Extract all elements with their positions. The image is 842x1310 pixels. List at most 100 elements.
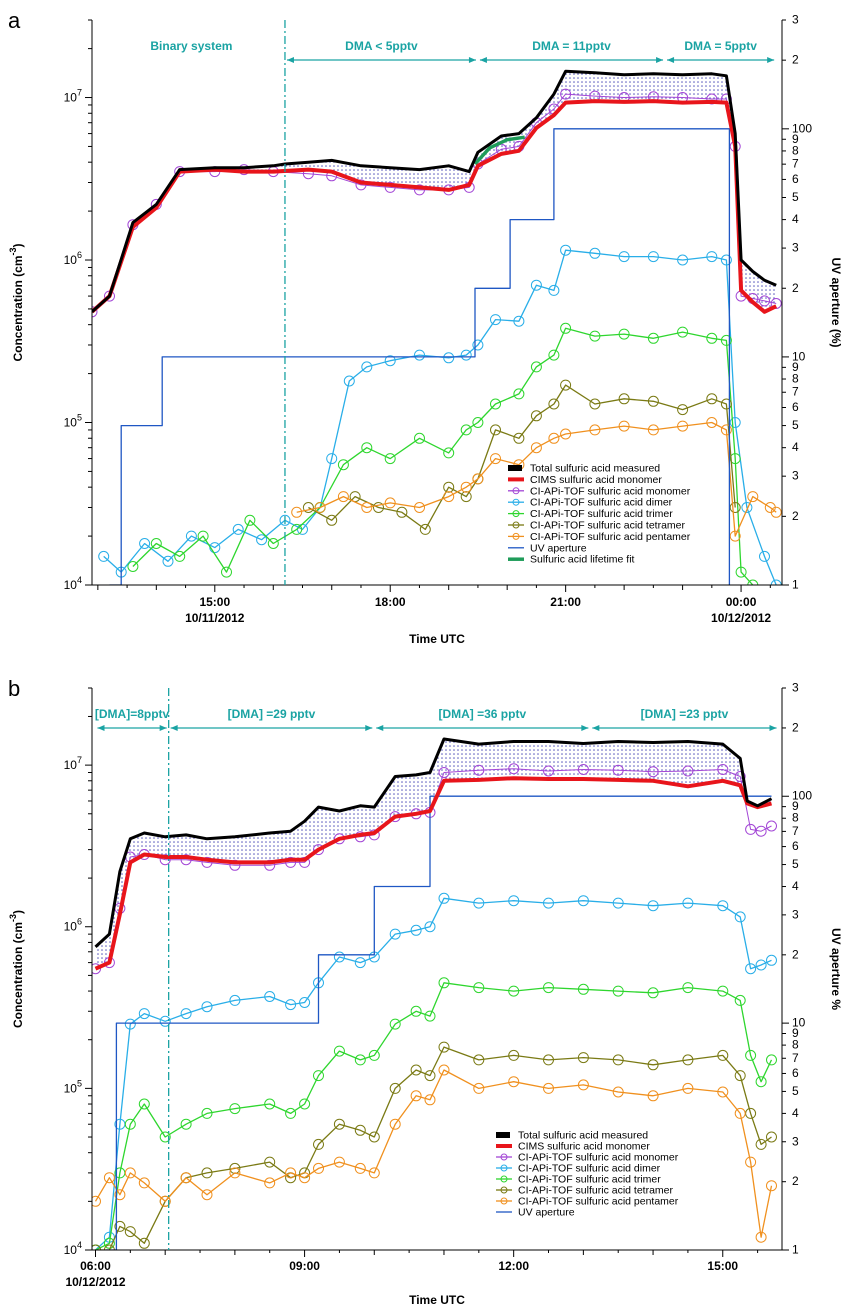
- data-point: [438, 977, 450, 989]
- data-point: [755, 1076, 767, 1088]
- data-point: [180, 1118, 192, 1130]
- data-point: [221, 566, 232, 578]
- data-point: [682, 765, 694, 777]
- legend-label: CIMS sulfuric acid monomer: [530, 474, 662, 486]
- data-point: [755, 825, 767, 837]
- data-point: [138, 1008, 150, 1020]
- legend-label: CI-APi-TOF sulfuric acid tetramer: [530, 520, 686, 532]
- data-point: [180, 854, 192, 866]
- x-tick-label: 00:00: [726, 595, 757, 609]
- data-point: [460, 481, 472, 493]
- data-point: [201, 1107, 213, 1119]
- data-point: [410, 1005, 422, 1017]
- series-6: [291, 417, 782, 542]
- y2-tick-label: 3: [792, 241, 799, 255]
- legend-label: Total sulfuric acid measured: [530, 463, 660, 475]
- data-point: [384, 453, 396, 465]
- arrow-head-right: [656, 57, 664, 63]
- y2-tick-label: 9: [792, 132, 799, 146]
- data-point: [313, 1162, 324, 1174]
- data-point: [717, 1049, 729, 1061]
- data-point: [180, 1008, 192, 1020]
- y2-tick-label: 1: [792, 578, 799, 592]
- data-point: [706, 251, 718, 263]
- series-6: [92, 1064, 777, 1243]
- data-point: [747, 579, 759, 585]
- data-point: [729, 530, 741, 542]
- y2-tick-label: 9: [792, 360, 799, 374]
- data-point: [368, 1131, 380, 1143]
- data-point: [706, 93, 718, 105]
- x-axis-title: Time UTC: [409, 632, 465, 646]
- y2-tick-label: 2: [792, 1174, 799, 1188]
- data-point: [759, 295, 770, 307]
- data-point: [285, 999, 297, 1011]
- exp: 5: [77, 1078, 82, 1088]
- data-point: [124, 1118, 136, 1130]
- data-point: [759, 550, 770, 562]
- data-point: [682, 982, 694, 994]
- y2-tick-label: 4: [792, 879, 799, 893]
- y-tick-label: 105: [64, 1078, 82, 1095]
- data-point: [577, 983, 589, 995]
- data-point: [717, 900, 729, 912]
- data-point: [577, 1052, 589, 1064]
- y2-tick-label: 3: [792, 681, 799, 695]
- series-4: [127, 322, 759, 585]
- data-point: [530, 279, 542, 291]
- arrow-head-left: [592, 725, 600, 731]
- data-point: [92, 1244, 101, 1250]
- data-point: [530, 442, 542, 454]
- data-point: [720, 424, 732, 436]
- data-point: [302, 502, 314, 513]
- arrow-head-right: [581, 725, 589, 731]
- data-point: [124, 1167, 136, 1179]
- data-point: [548, 284, 560, 296]
- data-point: [313, 1070, 324, 1082]
- phase-annotation: [DMA] =23 pptv: [641, 707, 729, 721]
- data-point: [396, 506, 408, 518]
- series-line: [95, 982, 773, 1250]
- arrow-head-left: [170, 725, 178, 731]
- data-point: [384, 497, 396, 509]
- y2-tick-label: 7: [792, 824, 799, 838]
- data-point: [530, 410, 542, 422]
- base: 10: [64, 416, 78, 430]
- series-line: [132, 327, 754, 585]
- phase-annotation: DMA = 5pptv: [684, 39, 757, 53]
- title-base: Concentration (cm: [11, 256, 25, 362]
- phase-annotation: DMA < 5pptv: [345, 39, 418, 53]
- data-point: [410, 924, 422, 936]
- data-point: [473, 764, 485, 776]
- y2-tick-label: 3: [792, 907, 799, 921]
- base: 10: [64, 1243, 78, 1257]
- arrow-head-right: [365, 725, 373, 731]
- data-point: [682, 897, 694, 909]
- data-point: [368, 1167, 380, 1179]
- y2-tick-label: 8: [792, 143, 799, 157]
- data-point: [647, 900, 659, 912]
- data-point: [337, 459, 349, 471]
- series-line: [296, 421, 777, 537]
- data-point: [124, 1018, 136, 1030]
- legend-marker: [500, 1197, 508, 1205]
- data-point: [244, 514, 256, 526]
- data-point: [299, 1172, 311, 1184]
- legend-label: CI-APi-TOF sulfuric acid pentamer: [530, 531, 691, 543]
- series-2: [92, 88, 782, 318]
- data-point: [548, 432, 560, 444]
- data-point: [201, 1189, 213, 1201]
- data-point: [443, 491, 455, 503]
- data-point: [291, 506, 303, 518]
- legend-label: CI-APi-TOF sulfuric acid monomer: [518, 1152, 679, 1164]
- data-point: [424, 1010, 436, 1022]
- data-point: [513, 388, 525, 400]
- y-tick-label: 105: [64, 413, 82, 430]
- arrow-head-right: [767, 57, 775, 63]
- legend-marker: [500, 1186, 508, 1194]
- data-point: [677, 420, 689, 432]
- legend-marker: [512, 487, 520, 495]
- data-point: [92, 1195, 101, 1207]
